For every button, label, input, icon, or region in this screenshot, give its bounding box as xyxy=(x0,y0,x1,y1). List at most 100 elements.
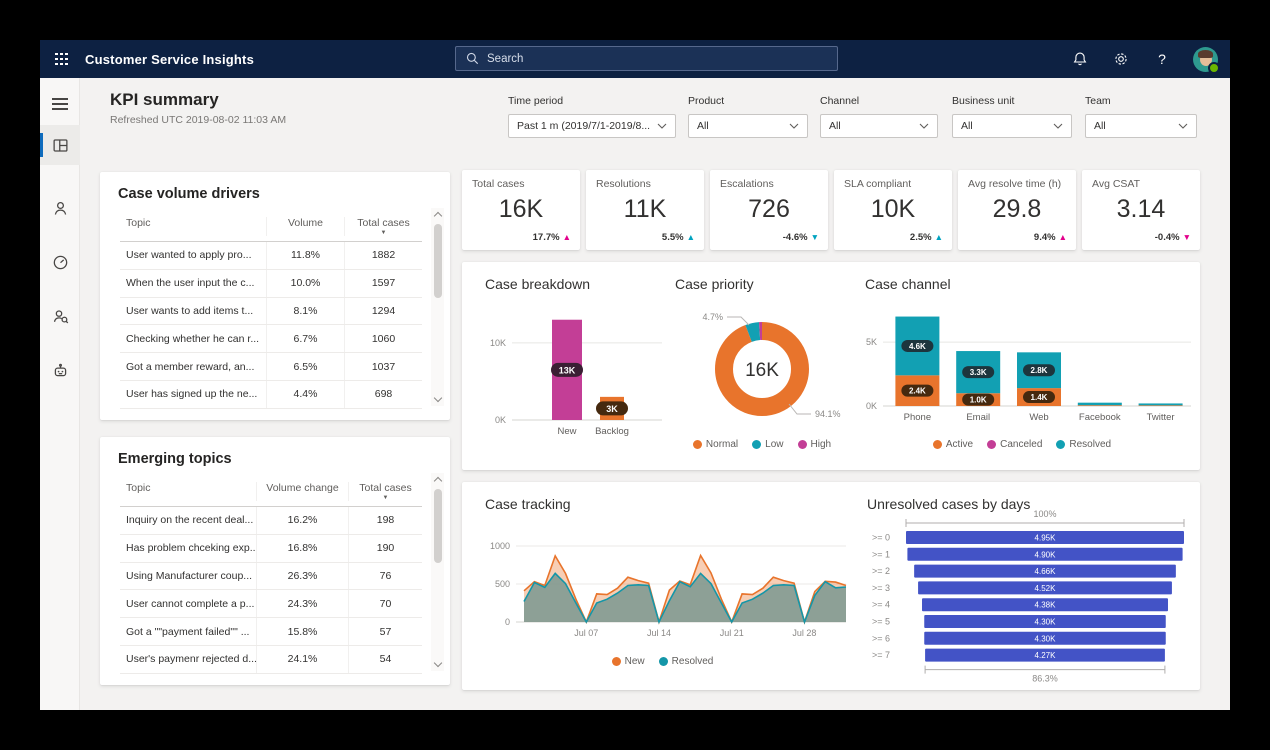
table-row[interactable]: User has signed up the ne... 4.4% 698 xyxy=(120,380,422,409)
app-launcher-waffle-icon[interactable] xyxy=(55,52,68,66)
table-row[interactable]: Got a ""payment failed"" ... 15.8% 57 xyxy=(120,618,422,646)
scrollbar-thumb[interactable] xyxy=(433,489,442,563)
table-row[interactable]: Checking whether he can r... 6.7% 1060 xyxy=(120,325,422,354)
table-row[interactable]: Got a member reward, an... 6.5% 1037 xyxy=(120,353,422,381)
kpi-card-escalations[interactable]: Escalations 726 -4.6% ▼ xyxy=(710,170,828,250)
kpi-value: 3.14 xyxy=(1116,195,1166,223)
kpi-card-avg-resolve-time-h-[interactable]: Avg resolve time (h) 29.8 9.4% ▲ xyxy=(958,170,1076,250)
nav-hamburger-menu[interactable] xyxy=(40,84,80,124)
scroll-down-icon[interactable] xyxy=(433,393,442,403)
nav-agents[interactable] xyxy=(40,296,80,336)
chart-title-case-tracking: Case tracking xyxy=(485,496,571,512)
kpi-value: 10K xyxy=(870,195,916,223)
table-scrollbar[interactable] xyxy=(431,208,444,406)
sort-descending-icon: ▼ xyxy=(380,230,387,236)
table-row[interactable]: Inquiry on the recent deal... 16.2% 198 xyxy=(120,507,422,535)
application-window: Customer Service Insights Search ? xyxy=(40,40,1230,710)
table-row[interactable]: Using Manufacturer coup... 26.3% 76 xyxy=(120,562,422,591)
legend-item-resolved[interactable]: Resolved xyxy=(1056,439,1111,450)
table-row[interactable]: When the user input the c... 10.0% 1597 xyxy=(120,269,422,298)
column-header-volume[interactable]: Volume xyxy=(266,217,344,236)
charts-card-bottom: Case tracking Unresolved cases by days 0… xyxy=(462,482,1200,690)
nav-customers[interactable] xyxy=(40,188,80,228)
column-header-total-cases[interactable]: Total cases ▼ xyxy=(348,482,422,501)
legend-item-active[interactable]: Active xyxy=(932,439,974,450)
filter-dropdown-business-unit[interactable]: All xyxy=(952,114,1072,138)
notifications-bell-icon[interactable] xyxy=(1070,49,1090,69)
refreshed-timestamp: Refreshed UTC 2019-08-02 11:03 AM xyxy=(110,114,287,126)
column-header-topic[interactable]: Topic xyxy=(126,482,151,494)
filter-value: Past 1 m (2019/7/1-2019/8... xyxy=(517,120,651,132)
top-navigation-bar: Customer Service Insights Search ? xyxy=(40,40,1230,78)
table-row[interactable]: User wanted to apply pro... 11.8% 1882 xyxy=(120,242,422,270)
nav-virtual-agent[interactable] xyxy=(40,350,80,390)
svg-text:Web: Web xyxy=(1029,412,1048,423)
svg-text:10K: 10K xyxy=(490,338,506,348)
kpi-card-total-cases[interactable]: Total cases 16K 17.7% ▲ xyxy=(462,170,580,250)
svg-text:4.95K: 4.95K xyxy=(1035,534,1057,543)
table-row[interactable]: User's paymenr rejected d... 24.1% 54 xyxy=(120,645,422,674)
legend-dot xyxy=(1056,440,1066,449)
user-avatar[interactable] xyxy=(1193,46,1220,74)
legend-item-new[interactable]: New xyxy=(611,656,645,667)
legend-label: Active xyxy=(945,439,974,450)
topbar-actions: ? xyxy=(1070,40,1220,78)
filter-label: Time period xyxy=(508,95,564,107)
table-row[interactable]: User wants to add items t... 8.1% 1294 xyxy=(120,297,422,326)
filter-dropdown-channel[interactable]: All xyxy=(820,114,938,138)
filter-business-unit: Business unit All xyxy=(952,95,1072,138)
scrollbar-thumb[interactable] xyxy=(433,224,442,298)
svg-text:4.27K: 4.27K xyxy=(1035,651,1057,660)
case-breakdown-chart: 0K 10K 13K New 3K Backlog xyxy=(472,300,672,457)
svg-text:>= 1: >= 1 xyxy=(872,549,890,559)
search-input[interactable]: Search xyxy=(455,46,838,71)
trend-up-icon: ▲ xyxy=(562,232,571,242)
legend-label: Resolved xyxy=(671,656,714,667)
legend-item-resolved[interactable]: Resolved xyxy=(658,656,714,667)
nav-workspace-dashboard[interactable] xyxy=(40,125,80,165)
kpi-value: 29.8 xyxy=(992,195,1042,223)
help-icon[interactable]: ? xyxy=(1158,51,1166,67)
settings-gear-icon[interactable] xyxy=(1111,49,1131,69)
table-cell: Has problem chceking exp... xyxy=(126,542,256,555)
kpi-delta-value: 2.5% xyxy=(909,232,932,243)
nav-dashboards[interactable] xyxy=(40,242,80,282)
column-header-topic[interactable]: Topic xyxy=(126,217,151,229)
legend-item-canceled[interactable]: Canceled xyxy=(987,439,1042,450)
kpi-card-resolutions[interactable]: Resolutions 11K 5.5% ▲ xyxy=(586,170,704,250)
filter-label: Product xyxy=(688,95,725,107)
svg-text:Jul 28: Jul 28 xyxy=(792,628,816,638)
table-cell: Using Manufacturer coup... xyxy=(126,569,253,582)
table-cell: User cannot complete a p... xyxy=(126,597,255,610)
kpi-delta: 9.4% ▲ xyxy=(1034,232,1067,243)
legend-item-normal[interactable]: Normal xyxy=(692,439,738,450)
kpi-card-avg-csat[interactable]: Avg CSAT 3.14 -0.4% ▼ xyxy=(1082,170,1200,250)
chevron-down-icon xyxy=(657,123,667,129)
svg-text:>= 7: >= 7 xyxy=(872,650,890,660)
scroll-up-icon[interactable] xyxy=(433,476,442,486)
chevron-down-icon xyxy=(1178,123,1188,129)
filter-dropdown-team[interactable]: All xyxy=(1085,114,1197,138)
table-scrollbar[interactable] xyxy=(431,473,444,671)
table-cell: User wanted to apply pro... xyxy=(126,249,252,262)
table-row[interactable]: Has problem chceking exp... 16.8% 190 xyxy=(120,534,422,563)
column-header-volume-change[interactable]: Volume change xyxy=(256,482,348,501)
legend-item-high[interactable]: High xyxy=(797,439,831,450)
table-row[interactable]: User cannot complete a p... 24.3% 70 xyxy=(120,590,422,619)
legend-label: Low xyxy=(765,439,784,450)
svg-text:0K: 0K xyxy=(495,415,506,425)
table-title: Emerging topics xyxy=(118,451,232,467)
scroll-up-icon[interactable] xyxy=(433,211,442,221)
case-channel-legend: Active Canceled Resolved xyxy=(847,439,1197,450)
legend-dot xyxy=(932,440,942,449)
scroll-down-icon[interactable] xyxy=(433,658,442,668)
kpi-delta: 5.5% ▲ xyxy=(662,232,695,243)
presence-online-indicator xyxy=(1208,61,1220,74)
legend-item-low[interactable]: Low xyxy=(752,439,784,450)
left-navigation-rail xyxy=(40,78,80,710)
filter-dropdown-time-period[interactable]: Past 1 m (2019/7/1-2019/8... xyxy=(508,114,676,138)
kpi-card-sla-compliant[interactable]: SLA compliant 10K 2.5% ▲ xyxy=(834,170,952,250)
filter-dropdown-product[interactable]: All xyxy=(688,114,808,138)
column-header-total-cases[interactable]: Total cases ▼ xyxy=(344,217,422,236)
svg-text:1.4K: 1.4K xyxy=(1031,393,1048,402)
